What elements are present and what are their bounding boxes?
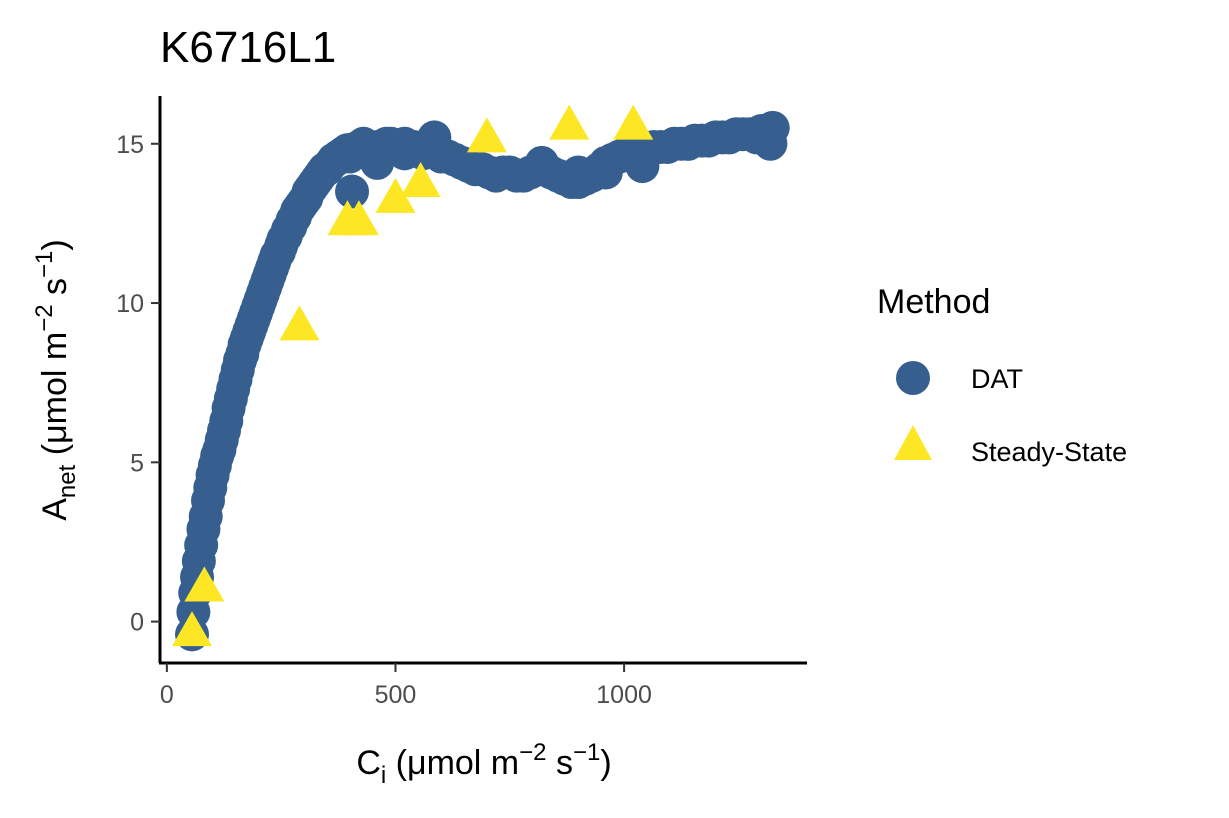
dat-point: [387, 126, 422, 161]
steady-state-point: [549, 104, 590, 140]
y-axis-title-mid: s: [36, 278, 74, 304]
y-axis-title-sub: net: [54, 464, 81, 498]
dat-point: [588, 155, 623, 190]
x-axis-title: Ci (μmol m−2 s−1): [356, 739, 611, 789]
x-axis-title-exp1: −2: [519, 739, 546, 766]
y-axis-title-exp2: −1: [31, 251, 58, 278]
dat-point: [332, 139, 367, 174]
legend-key-steady-state: [894, 425, 932, 460]
y-axis-title-close: ): [36, 239, 74, 250]
x-axis-title-close: ): [600, 744, 611, 782]
steady-state-point: [375, 177, 416, 213]
steady-state-point: [184, 566, 225, 602]
y-axis-title: Anet (μmol m−2 s−1): [31, 239, 81, 521]
y-tick-label: 0: [130, 609, 144, 637]
y-tick-label: 15: [116, 131, 144, 159]
steady-state-point: [613, 104, 654, 140]
x-axis-title-sub: i: [381, 762, 386, 789]
steady-state-series: [172, 104, 654, 647]
y-tick-label: 5: [130, 449, 144, 477]
steady-state-point: [279, 305, 320, 341]
y-ticks: 0 5 10 15: [116, 131, 160, 637]
dat-series: [175, 110, 790, 652]
legend-key-dat: [896, 361, 930, 395]
dat-point: [424, 139, 459, 174]
x-tick-label: 1000: [596, 681, 652, 709]
dat-point: [335, 174, 370, 209]
dat-point: [561, 155, 596, 190]
legend: Method DAT Steady-State: [877, 283, 1127, 467]
dat-point: [625, 149, 660, 184]
x-axis-title-unit: (μmol m: [386, 744, 519, 782]
x-axis-title-exp2: −1: [573, 739, 600, 766]
dat-point: [671, 126, 706, 161]
x-tick-label: 0: [160, 681, 174, 709]
legend-label-steady-state: Steady-State: [971, 437, 1127, 467]
x-axis-title-mid: s: [547, 744, 573, 782]
x-tick-label: 500: [375, 681, 417, 709]
x-axis-title-base: C: [356, 744, 381, 782]
steady-state-point: [172, 611, 213, 647]
y-tick-label: 10: [116, 290, 144, 318]
x-ticks: 0 500 1000: [160, 663, 652, 709]
dat-point: [753, 126, 788, 161]
legend-label-dat: DAT: [971, 364, 1023, 394]
y-axis-title-unit: (μmol m: [36, 332, 74, 465]
y-axis-title-base: A: [36, 498, 74, 521]
dat-point: [360, 145, 395, 180]
legend-title: Method: [877, 283, 990, 321]
y-axis-title-exp1: −2: [31, 304, 58, 331]
chart-title: K6716L1: [160, 23, 336, 72]
steady-state-point: [338, 200, 379, 236]
steady-state-point: [466, 117, 507, 153]
steady-state-point: [400, 162, 441, 198]
dat-point: [524, 145, 559, 180]
